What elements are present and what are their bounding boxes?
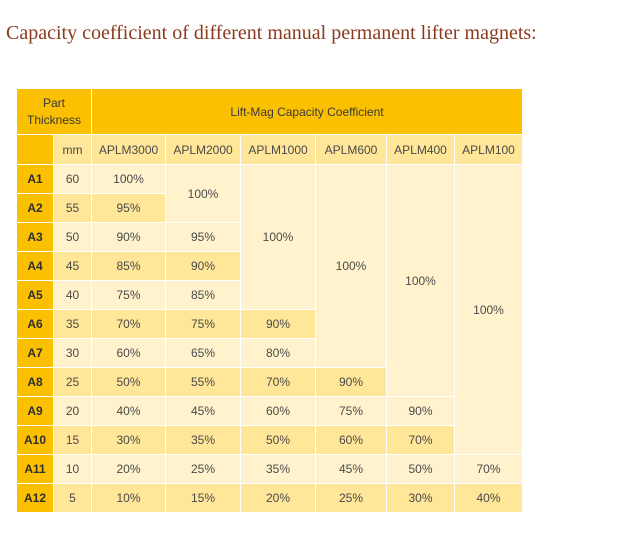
coefficient-cell: 50%: [240, 425, 316, 455]
merged-cell-aplm600: 100%: [315, 164, 387, 368]
model-header-aplm600: APLM600: [315, 134, 387, 165]
thickness-cell: 25: [53, 367, 92, 397]
coefficient-cell: 40%: [91, 396, 166, 426]
row-label: A10: [16, 425, 54, 455]
page-title: Capacity coefficient of different manual…: [6, 22, 537, 44]
coefficient-cell: 85%: [165, 280, 241, 310]
coefficient-cell: 75%: [165, 309, 241, 339]
coefficient-cell: 35%: [165, 425, 241, 455]
merged-cell-aplm100: 100%: [454, 164, 523, 455]
coefficient-cell: 95%: [165, 222, 241, 252]
thickness-cell: 5: [53, 483, 92, 513]
coefficient-cell: 90%: [165, 251, 241, 281]
coefficient-cell: 15%: [165, 483, 241, 513]
coefficient-cell: 50%: [386, 454, 455, 484]
row-label: A7: [16, 338, 54, 368]
model-header-aplm100: APLM100: [454, 134, 523, 165]
thickness-cell: 15: [53, 425, 92, 455]
coefficient-cell: 45%: [165, 396, 241, 426]
coefficient-cell: 90%: [315, 367, 387, 397]
coefficient-cell: 35%: [240, 454, 316, 484]
coefficient-cell: 25%: [315, 483, 387, 513]
coefficient-cell: 30%: [386, 483, 455, 513]
coefficient-cell: 70%: [91, 309, 166, 339]
coefficient-cell: 20%: [240, 483, 316, 513]
coefficient-cell: 60%: [240, 396, 316, 426]
row-label: A2: [16, 193, 54, 223]
row-label: A9: [16, 396, 54, 426]
thickness-cell: 10: [53, 454, 92, 484]
coefficient-cell: 70%: [386, 425, 455, 455]
coefficient-cell: 40%: [454, 483, 523, 513]
coefficient-cell: 80%: [240, 338, 316, 368]
thickness-cell: 20: [53, 396, 92, 426]
part-thickness-header: Part Thickness: [16, 88, 92, 135]
coefficient-cell: 30%: [91, 425, 166, 455]
row-label: A6: [16, 309, 54, 339]
merged-cell-aplm1000: 100%: [240, 164, 316, 310]
coefficient-cell: 20%: [91, 454, 166, 484]
coefficient-cell: 25%: [165, 454, 241, 484]
thickness-cell: 60: [53, 164, 92, 194]
thickness-cell: 50: [53, 222, 92, 252]
row-label: A8: [16, 367, 54, 397]
model-header-aplm2000: APLM2000: [165, 134, 241, 165]
header-blank-cell: [16, 134, 54, 165]
row-label: A1: [16, 164, 54, 194]
coefficient-cell: 100%: [91, 164, 166, 194]
coefficient-cell: 65%: [165, 338, 241, 368]
thickness-cell: 45: [53, 251, 92, 281]
capacity-coefficient-table: Part Thickness Lift-Mag Capacity Coeffic…: [16, 88, 523, 513]
coefficient-cell: 90%: [91, 222, 166, 252]
coefficient-cell: 55%: [165, 367, 241, 397]
coefficient-cell: 70%: [454, 454, 523, 484]
coefficient-cell: 85%: [91, 251, 166, 281]
row-label: A11: [16, 454, 54, 484]
coefficient-cell: 90%: [240, 309, 316, 339]
coefficient-cell: 90%: [386, 396, 455, 426]
coefficient-cell: 10%: [91, 483, 166, 513]
model-header-aplm400: APLM400: [386, 134, 455, 165]
merged-cell-aplm400: 100%: [386, 164, 455, 397]
coefficient-cell: 70%: [240, 367, 316, 397]
mm-header: mm: [53, 134, 92, 165]
model-header-aplm3000: APLM3000: [91, 134, 166, 165]
coefficient-cell: 75%: [91, 280, 166, 310]
model-header-aplm1000: APLM1000: [240, 134, 316, 165]
thickness-cell: 40: [53, 280, 92, 310]
coefficient-cell: 75%: [315, 396, 387, 426]
coefficient-cell: 60%: [315, 425, 387, 455]
coefficient-cell: 95%: [91, 193, 166, 223]
thickness-cell: 30: [53, 338, 92, 368]
coefficient-cell: 50%: [91, 367, 166, 397]
merged-cell-aplm2000: 100%: [165, 164, 241, 223]
coefficient-header: Lift-Mag Capacity Coefficient: [91, 88, 523, 135]
coefficient-cell: 45%: [315, 454, 387, 484]
row-label: A12: [16, 483, 54, 513]
row-label: A4: [16, 251, 54, 281]
thickness-cell: 35: [53, 309, 92, 339]
row-label: A3: [16, 222, 54, 252]
coefficient-cell: 60%: [91, 338, 166, 368]
thickness-cell: 55: [53, 193, 92, 223]
row-label: A5: [16, 280, 54, 310]
